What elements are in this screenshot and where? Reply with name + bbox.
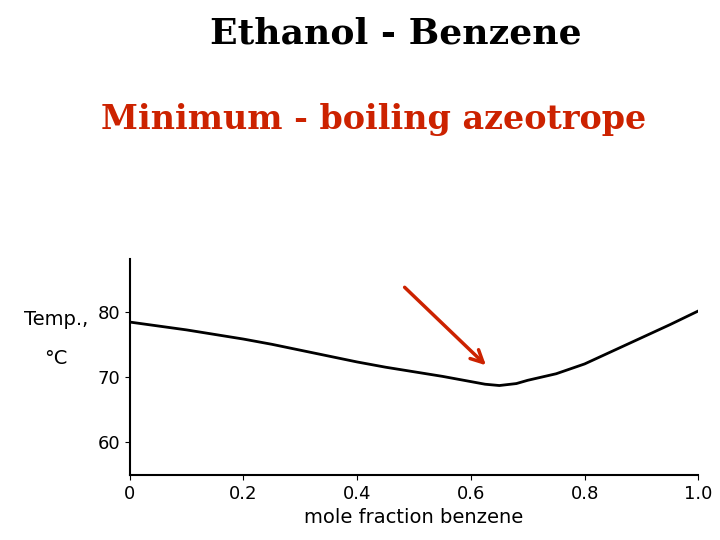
Text: Minimum - boiling azeotrope: Minimum - boiling azeotrope [101,103,646,136]
Text: °C: °C [44,349,68,368]
Text: Ethanol - Benzene: Ethanol - Benzene [210,16,582,50]
X-axis label: mole fraction benzene: mole fraction benzene [305,509,523,528]
Text: Temp.,: Temp., [24,310,88,329]
